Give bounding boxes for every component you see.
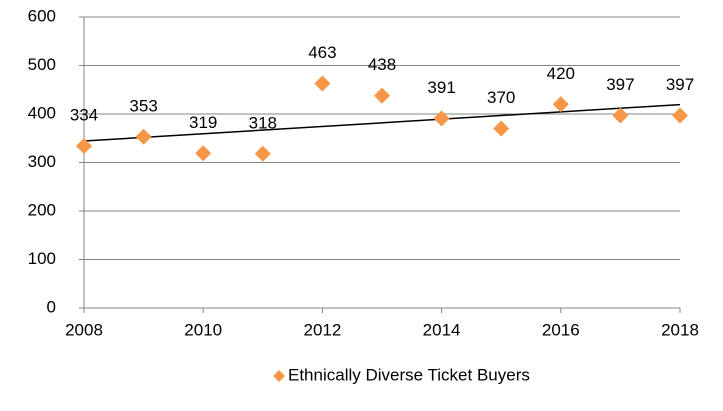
- point: [135, 128, 152, 145]
- point: [314, 75, 331, 92]
- y-tick-label: 600: [28, 6, 56, 25]
- y-tick-label: 400: [28, 103, 56, 122]
- point: [612, 107, 629, 124]
- point: [672, 107, 688, 124]
- x-tick-label: 2012: [303, 320, 341, 339]
- x-tick-label: 2018: [661, 320, 699, 339]
- data-label: 319: [189, 113, 217, 132]
- point: [195, 145, 212, 162]
- y-tick-label: 100: [28, 249, 56, 268]
- data-label: 420: [547, 64, 575, 83]
- trend-line: [83, 103, 681, 142]
- data-label: 334: [70, 105, 98, 124]
- point: [254, 145, 271, 162]
- data-label: 438: [368, 55, 396, 74]
- point: [552, 96, 569, 113]
- legend-label: Ethnically Diverse Ticket Buyers: [288, 365, 530, 384]
- y-tick-label: 0: [47, 297, 56, 316]
- data-label: 318: [249, 113, 277, 132]
- x-tick-label: 2016: [542, 320, 580, 339]
- point: [76, 138, 92, 155]
- y-tick-label: 300: [28, 152, 56, 171]
- point: [374, 87, 390, 104]
- y-tick-label: 500: [28, 55, 56, 74]
- data-label: 397: [606, 75, 634, 94]
- x-tick-label: 2008: [65, 320, 103, 339]
- data-label: 397: [666, 75, 694, 94]
- data-label: 370: [487, 88, 515, 107]
- point: [493, 120, 510, 137]
- data-label: 391: [427, 78, 455, 97]
- point: [433, 110, 450, 127]
- data-label: 463: [308, 43, 336, 62]
- x-tick-label: 2014: [423, 320, 461, 339]
- data-label: 353: [129, 96, 157, 115]
- legend-marker: [273, 370, 285, 382]
- x-tick-label: 2010: [184, 320, 222, 339]
- y-tick-label: 200: [28, 200, 56, 219]
